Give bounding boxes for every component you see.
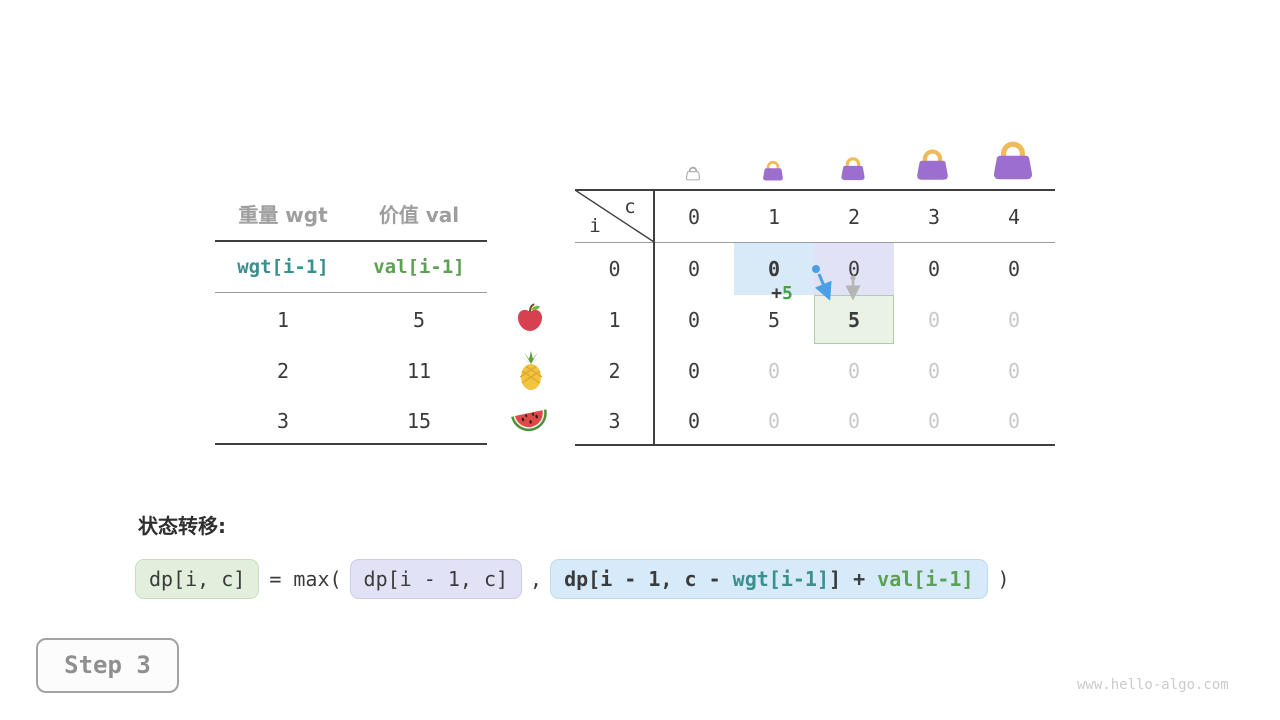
corner-col-var: c <box>624 196 636 218</box>
dp-cell-3-2: 0 <box>847 409 861 433</box>
dp-cell-2-4: 0 <box>1007 359 1021 383</box>
dp-table-top-rule <box>575 189 1055 191</box>
item-wgt-2: 2 <box>276 359 290 383</box>
dp-cell-1-3: 0 <box>927 308 941 332</box>
transition-title: 状态转移: <box>138 514 226 538</box>
item-table-subheader-wgt: wgt[i-1] <box>237 256 329 278</box>
dp-cell-3-3: 0 <box>927 409 941 433</box>
row-header-0: 0 <box>608 257 621 281</box>
transition-arrows <box>812 265 861 301</box>
item-table-header-weight: 重量 wgt <box>238 203 328 227</box>
dp-table-header-rule <box>575 242 1055 243</box>
dp-cell-2-1: 0 <box>767 359 781 383</box>
item-val-1: 5 <box>412 308 426 332</box>
dp-cell-1-1: 5 <box>767 308 781 332</box>
col-header-0: 0 <box>687 205 701 229</box>
dp-cell-0-4: 0 <box>1007 257 1021 281</box>
watermelon-icon <box>511 409 547 432</box>
handbag-outline-icon <box>685 166 701 181</box>
plus-number: 5 <box>782 283 793 304</box>
formula-comma: , <box>530 567 543 591</box>
col-header-1: 1 <box>767 205 781 229</box>
formula-lhs: dp[i, c] <box>135 559 260 599</box>
corner-row-var: i <box>589 215 601 237</box>
dp-cell-0-0: 0 <box>687 257 701 281</box>
dp-cell-3-0: 0 <box>687 409 701 433</box>
dp-table-corner-diagonal <box>575 190 654 242</box>
handbag-icon <box>917 149 948 180</box>
dp-cell-1-2: 5 <box>847 308 861 332</box>
item-table-header-value: 价值 val <box>378 203 460 227</box>
dp-cell-0-1: 0 <box>767 257 781 281</box>
col-header-2: 2 <box>847 205 861 229</box>
watermark: www.hello-algo.com <box>1077 677 1229 693</box>
highlight-cell-target <box>814 295 894 344</box>
row-header-3: 3 <box>608 409 621 433</box>
dp-table-bottom-rule <box>575 444 1055 446</box>
formula-close-paren: ) <box>997 567 1010 591</box>
formula-option-keep: dp[i - 1, c] <box>349 559 523 599</box>
item-table-bottom-rule <box>215 443 487 445</box>
formula-take-wgt: wgt[i-1] <box>732 567 829 591</box>
item-wgt-1: 1 <box>276 308 290 332</box>
formula-take-pre: dp[i - 1, c - <box>564 567 733 591</box>
dp-cell-0-3: 0 <box>927 257 941 281</box>
dp-cell-0-2: 0 <box>847 257 861 281</box>
dp-cell-1-0: 0 <box>687 308 701 332</box>
formula-take-val: val[i-1] <box>877 567 974 591</box>
formula-take-mid: ] + <box>829 567 878 591</box>
take-arrow-origin-dot <box>812 265 820 273</box>
item-table-top-rule <box>215 240 487 242</box>
transition-formula: dp[i, c] = max( dp[i - 1, c] , dp[i - 1,… <box>135 559 1010 599</box>
item-table-mid-rule <box>215 292 487 293</box>
dp-cell-3-1: 0 <box>767 409 781 433</box>
dp-table-vertical-rule <box>653 189 655 446</box>
keep-arrow-origin-dot <box>850 275 856 281</box>
formula-max-open: max( <box>293 567 342 591</box>
item-val-2: 11 <box>406 359 432 383</box>
dp-cell-3-4: 0 <box>1007 409 1021 433</box>
col-header-4: 4 <box>1007 205 1021 229</box>
item-wgt-3: 3 <box>276 409 290 433</box>
row-header-1: 1 <box>608 308 621 332</box>
plus-value-annotation: +5 <box>762 284 802 304</box>
dp-cell-2-2: 0 <box>847 359 861 383</box>
formula-equals: = <box>269 567 282 591</box>
dp-cell-2-3: 0 <box>927 359 941 383</box>
plus-sign: + <box>771 283 782 304</box>
handbag-icon <box>993 141 1033 180</box>
apple-icon <box>518 303 542 331</box>
item-table-subheader-val: val[i-1] <box>373 256 465 278</box>
handbag-icon <box>841 157 865 181</box>
highlight-cell-source-keep <box>734 242 814 295</box>
col-header-3: 3 <box>927 205 941 229</box>
step-badge: Step 3 <box>36 638 179 693</box>
dp-cell-2-0: 0 <box>687 359 701 383</box>
formula-option-take: dp[i - 1, c - wgt[i-1]] + val[i-1] <box>550 559 988 599</box>
item-val-3: 15 <box>406 409 432 433</box>
dp-cell-1-4: 0 <box>1007 308 1021 332</box>
take-arrow <box>814 273 832 301</box>
row-header-2: 2 <box>608 359 621 383</box>
handbag-icon <box>763 160 783 181</box>
pineapple-icon <box>519 351 543 390</box>
